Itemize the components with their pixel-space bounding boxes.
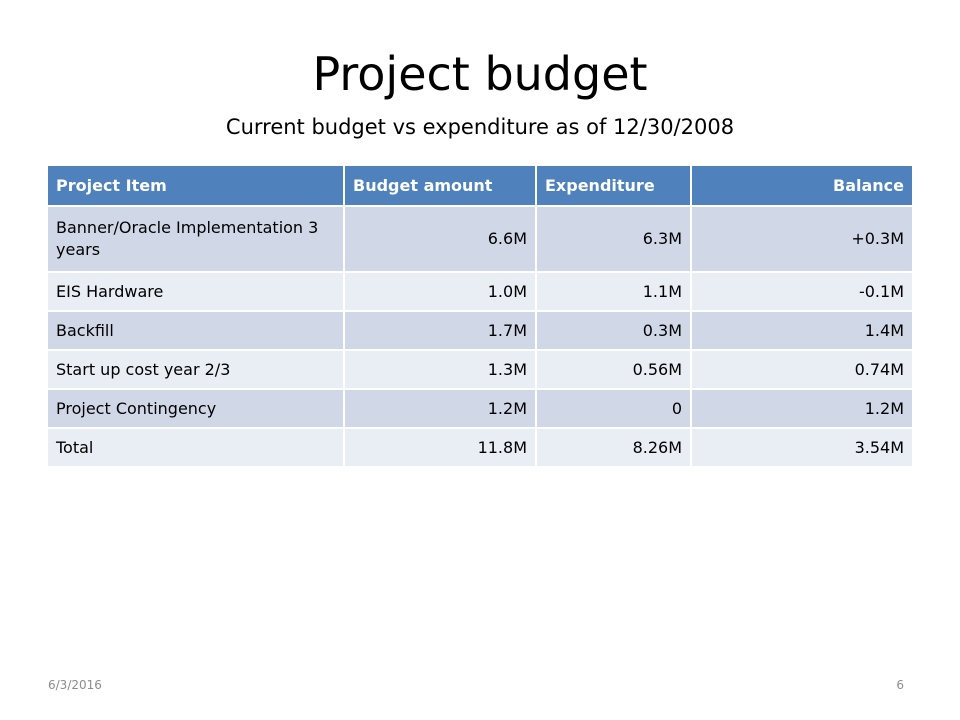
header-balance: Balance: [691, 166, 912, 207]
table-row-total: Total 11.8M 8.26M 3.54M: [48, 428, 912, 468]
balance-cell: 0.74M: [691, 350, 912, 390]
expenditure-cell: 1.1M: [536, 272, 692, 312]
header-row: Project Item Budget amount Expenditure B…: [48, 166, 912, 207]
table-header: Project Item Budget amount Expenditure B…: [48, 166, 912, 207]
header-expenditure: Expenditure: [536, 166, 692, 207]
balance-cell: 1.2M: [691, 389, 912, 429]
table-body: Banner/Oracle Implementation 3 years 6.6…: [48, 206, 912, 468]
balance-cell: -0.1M: [691, 272, 912, 312]
budget-amount-cell: 1.3M: [344, 350, 537, 390]
table-row: EIS Hardware 1.0M 1.1M -0.1M: [48, 272, 912, 312]
project-item-cell: Banner/Oracle Implementation 3 years: [48, 206, 345, 273]
budget-amount-cell: 1.2M: [344, 389, 537, 429]
header-project-item: Project Item: [48, 166, 345, 207]
slide-title: Project budget: [312, 47, 648, 101]
expenditure-cell: 0.3M: [536, 311, 692, 351]
project-item-cell: Project Contingency: [48, 389, 345, 429]
expenditure-cell: 6.3M: [536, 206, 692, 273]
project-item-cell: Total: [48, 428, 345, 468]
page-number: 6: [896, 678, 904, 692]
expenditure-cell: 8.26M: [536, 428, 692, 468]
table-row: Backfill 1.7M 0.3M 1.4M: [48, 311, 912, 351]
budget-amount-cell: 6.6M: [344, 206, 537, 273]
balance-cell: +0.3M: [691, 206, 912, 273]
table-row: Project Contingency 1.2M 0 1.2M: [48, 389, 912, 429]
header-budget-amount: Budget amount: [344, 166, 537, 207]
expenditure-cell: 0: [536, 389, 692, 429]
table-row: Start up cost year 2/3 1.3M 0.56M 0.74M: [48, 350, 912, 390]
balance-cell: 3.54M: [691, 428, 912, 468]
budget-amount-cell: 1.7M: [344, 311, 537, 351]
table-row: Banner/Oracle Implementation 3 years 6.6…: [48, 206, 912, 273]
budget-amount-cell: 11.8M: [344, 428, 537, 468]
project-item-cell: EIS Hardware: [48, 272, 345, 312]
project-item-cell: Backfill: [48, 311, 345, 351]
footer-date: 6/3/2016: [48, 678, 102, 692]
slide-subtitle: Current budget vs expenditure as of 12/3…: [225, 115, 735, 139]
budget-amount-cell: 1.0M: [344, 272, 537, 312]
project-item-cell: Start up cost year 2/3: [48, 350, 345, 390]
budget-table: Project Item Budget amount Expenditure B…: [48, 166, 912, 468]
balance-cell: 1.4M: [691, 311, 912, 351]
expenditure-cell: 0.56M: [536, 350, 692, 390]
